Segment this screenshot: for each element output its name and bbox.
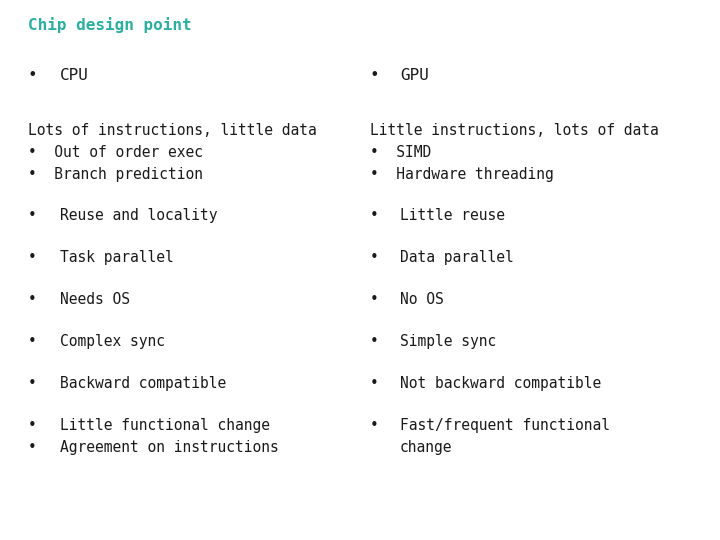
- Text: Little instructions, lots of data: Little instructions, lots of data: [370, 123, 659, 138]
- Text: No OS: No OS: [400, 292, 444, 307]
- Text: •: •: [370, 292, 379, 307]
- Text: •: •: [370, 334, 379, 349]
- Text: Lots of instructions, little data: Lots of instructions, little data: [28, 123, 317, 138]
- Text: •: •: [28, 418, 37, 433]
- Text: •: •: [28, 334, 37, 349]
- Text: •  Hardware threading: • Hardware threading: [370, 167, 554, 182]
- Text: Task parallel: Task parallel: [60, 250, 174, 265]
- Text: Little functional change: Little functional change: [60, 418, 270, 433]
- Text: Agreement on instructions: Agreement on instructions: [60, 440, 279, 455]
- Text: CPU: CPU: [60, 68, 89, 83]
- Text: •: •: [28, 292, 37, 307]
- Text: •: •: [370, 208, 379, 223]
- Text: Complex sync: Complex sync: [60, 334, 165, 349]
- Text: Reuse and locality: Reuse and locality: [60, 208, 217, 223]
- Text: •: •: [370, 68, 379, 83]
- Text: Fast/frequent functional: Fast/frequent functional: [400, 418, 610, 433]
- Text: •: •: [28, 250, 37, 265]
- Text: •  SIMD: • SIMD: [370, 145, 431, 160]
- Text: •: •: [28, 208, 37, 223]
- Text: •: •: [370, 376, 379, 391]
- Text: •: •: [28, 376, 37, 391]
- Text: Chip design point: Chip design point: [28, 17, 192, 33]
- Text: Not backward compatible: Not backward compatible: [400, 376, 601, 391]
- Text: •: •: [28, 68, 37, 83]
- Text: Little reuse: Little reuse: [400, 208, 505, 223]
- Text: Backward compatible: Backward compatible: [60, 376, 226, 391]
- Text: •: •: [370, 418, 379, 433]
- Text: •  Out of order exec: • Out of order exec: [28, 145, 203, 160]
- Text: Data parallel: Data parallel: [400, 250, 514, 265]
- Text: •: •: [370, 250, 379, 265]
- Text: change: change: [400, 440, 452, 455]
- Text: GPU: GPU: [400, 68, 429, 83]
- Text: •  Branch prediction: • Branch prediction: [28, 167, 203, 182]
- Text: Simple sync: Simple sync: [400, 334, 496, 349]
- Text: •: •: [28, 440, 37, 455]
- Text: Needs OS: Needs OS: [60, 292, 130, 307]
